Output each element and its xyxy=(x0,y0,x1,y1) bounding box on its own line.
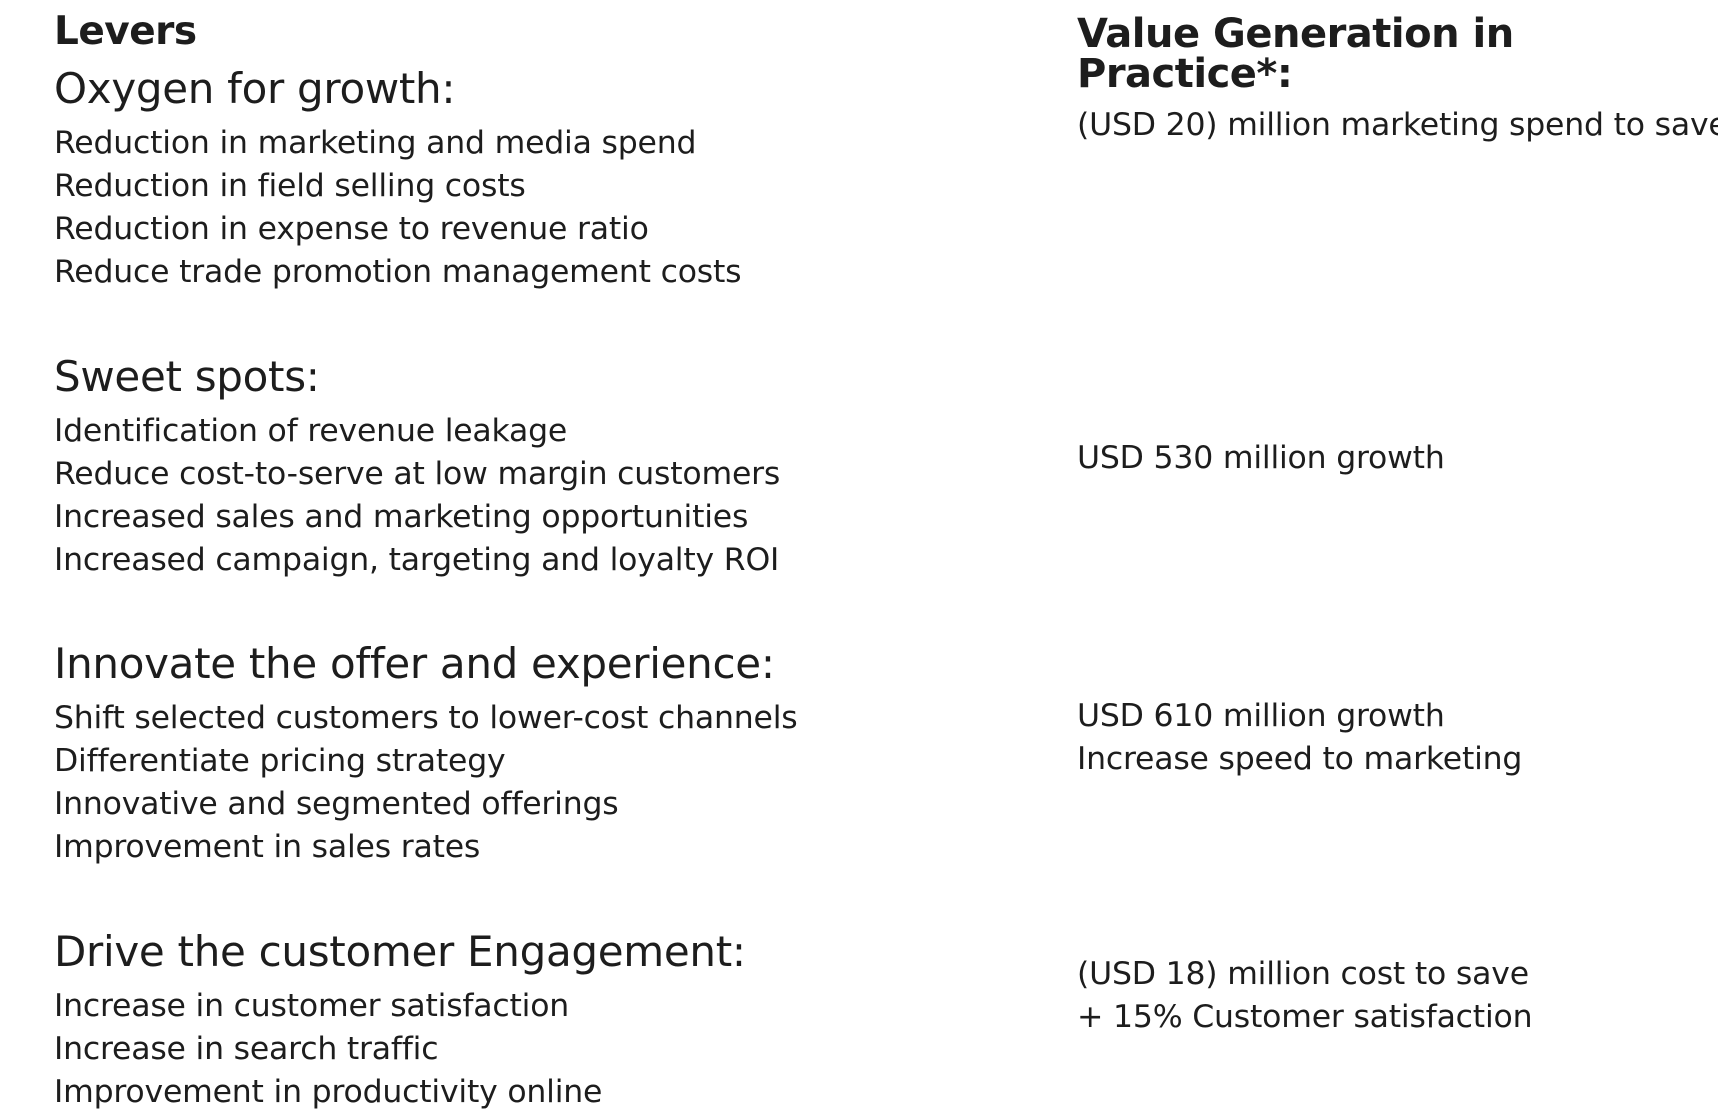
lever-item: Increased campaign, targeting and loyalt… xyxy=(54,542,780,578)
value-line: + 15% Customer satisfaction xyxy=(1077,999,1533,1035)
value-block-oxygen-for-growth: (USD 20) million marketing spend to save xyxy=(1077,104,1718,147)
lever-item: Improvement in sales rates xyxy=(54,829,481,865)
value-generation-heading: Value Generation in Practice*: xyxy=(1077,11,1514,97)
value-line: (USD 18) million cost to save xyxy=(1077,956,1529,992)
lever-section-sweet-spots: Sweet spots: Identification of revenue l… xyxy=(54,356,780,582)
value-line: (USD 20) million marketing spend to save xyxy=(1077,107,1718,143)
section-title: Oxygen for growth: xyxy=(54,64,456,113)
lever-section-innovate-offer: Innovate the offer and experience: Shift… xyxy=(54,639,798,869)
lever-section-customer-engagement: Drive the customer Engagement: Increase … xyxy=(54,931,746,1114)
lever-item: Reduction in expense to revenue ratio xyxy=(54,211,649,247)
value-line: USD 610 million growth xyxy=(1077,698,1445,734)
lever-item: Shift selected customers to lower-cost c… xyxy=(54,700,798,736)
levers-heading: Levers xyxy=(54,9,197,54)
lever-item: Innovative and segmented offerings xyxy=(54,786,619,822)
lever-item: Reduce trade promotion management costs xyxy=(54,254,742,290)
value-block-innovate-offer: USD 610 million growth Increase speed to… xyxy=(1077,695,1522,781)
section-title: Drive the customer Engagement: xyxy=(54,927,746,976)
section-title: Innovate the offer and experience: xyxy=(54,639,775,688)
lever-item: Increase in customer satisfaction xyxy=(54,988,570,1024)
lever-section-oxygen-for-growth: Oxygen for growth: Reduction in marketin… xyxy=(54,64,742,294)
lever-item: Differentiate pricing strategy xyxy=(54,743,506,779)
value-block-customer-engagement: (USD 18) million cost to save + 15% Cust… xyxy=(1077,953,1533,1039)
lever-item: Reduce cost-to-serve at low margin custo… xyxy=(54,456,781,492)
lever-item: Reduction in marketing and media spend xyxy=(54,125,697,161)
value-line: Increase speed to marketing xyxy=(1077,741,1523,777)
section-title: Sweet spots: xyxy=(54,352,320,401)
value-block-sweet-spots: USD 530 million growth xyxy=(1077,437,1445,480)
lever-item: Improvement in productivity online xyxy=(54,1074,603,1110)
lever-item: Reduction in field selling costs xyxy=(54,168,526,204)
lever-item: Increased sales and marketing opportunit… xyxy=(54,499,749,535)
value-line: USD 530 million growth xyxy=(1077,440,1445,476)
lever-item: Identification of revenue leakage xyxy=(54,413,568,449)
lever-item: Increase in search traffic xyxy=(54,1031,439,1067)
